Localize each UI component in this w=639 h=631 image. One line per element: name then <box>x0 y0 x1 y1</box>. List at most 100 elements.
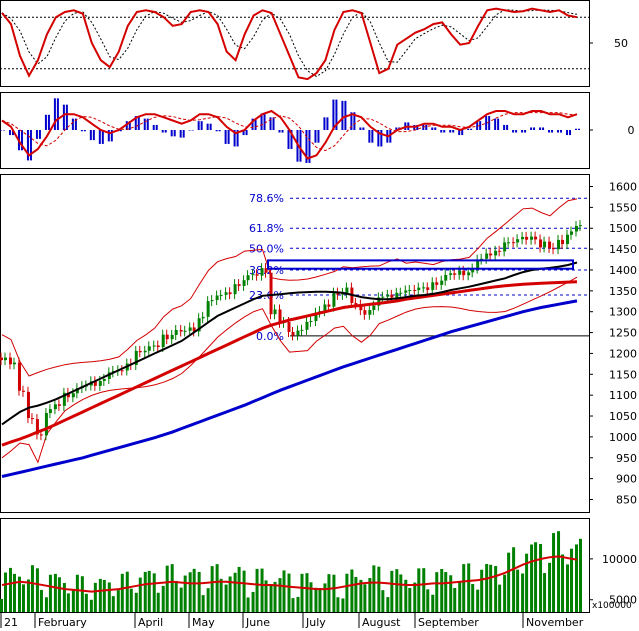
volume-bar <box>471 584 475 612</box>
candle-body <box>548 241 552 248</box>
volume-bar <box>291 598 295 612</box>
macd-histogram-bar <box>380 130 383 147</box>
volume-bar <box>161 585 165 612</box>
volume-bar <box>521 573 525 612</box>
macd-histogram-bar <box>308 130 311 163</box>
volume-bar <box>233 572 237 612</box>
candle-body <box>417 287 421 291</box>
stoch-k-line <box>1 7 578 81</box>
candle-body <box>165 334 169 340</box>
candle-body <box>458 270 462 275</box>
price-tick-label: 1150 <box>609 368 637 381</box>
macd-histogram-bar <box>26 130 29 161</box>
bollinger-upper <box>1 198 578 377</box>
volume-bar <box>242 570 246 612</box>
price-tick-label: 900 <box>616 473 637 486</box>
volume-bar <box>8 567 12 612</box>
macd-histogram-bar <box>539 127 542 130</box>
macd-histogram-bar <box>269 117 272 130</box>
candle-body <box>462 270 466 276</box>
macd-histogram-bar <box>35 130 38 139</box>
macd-histogram-bar <box>341 100 344 130</box>
macd-histogram-bar <box>524 130 527 133</box>
macd-histogram-bar <box>476 121 479 130</box>
macd-histogram-bar <box>182 130 185 138</box>
volume-bar <box>44 597 48 612</box>
macd-histogram-bar <box>440 130 443 133</box>
candle-body <box>296 330 300 336</box>
macd-histogram-bar <box>38 130 41 139</box>
candle-body <box>399 292 403 294</box>
volume-bar <box>300 573 304 612</box>
candle-body <box>503 242 507 252</box>
volume-bar <box>48 574 52 612</box>
candle-body <box>251 274 255 276</box>
macd-panel: 0 <box>0 98 635 163</box>
volume-bar <box>246 597 250 612</box>
volume-bar <box>570 548 574 612</box>
volume-bar <box>557 531 561 612</box>
candle-body <box>161 334 165 348</box>
candle-body <box>426 287 430 290</box>
candle-body <box>188 327 192 331</box>
volume-bar <box>566 564 570 612</box>
price-tick-label: 1250 <box>609 327 637 340</box>
volume-bar <box>66 593 70 612</box>
macd-histogram-bar <box>557 130 560 133</box>
volume-bar <box>327 574 331 612</box>
macd-histogram-bar <box>119 130 122 132</box>
volume-bar <box>534 542 538 612</box>
macd-line <box>1 109 578 160</box>
candle-body <box>467 272 471 276</box>
macd-histogram-bar <box>272 117 275 130</box>
macd-histogram-bar <box>578 128 580 130</box>
macd-histogram-bar <box>287 130 290 149</box>
volume-bar <box>507 552 511 612</box>
candle-body <box>21 390 25 392</box>
fib-label: 0.0% <box>256 330 284 343</box>
macd-histogram-bar <box>368 130 371 143</box>
candle-body <box>444 274 448 281</box>
candle-body <box>246 275 250 281</box>
candle-body <box>48 409 52 414</box>
candle-body <box>134 350 138 366</box>
macd-histogram-bar <box>101 130 104 144</box>
macd-histogram-bar <box>344 100 347 130</box>
candle-body <box>422 287 426 289</box>
candle-body <box>359 304 363 311</box>
macd-histogram-bar <box>470 128 473 130</box>
candle-body <box>219 294 223 296</box>
macd-histogram-bar <box>173 130 176 137</box>
macd-histogram-bar <box>362 127 365 130</box>
candle-body <box>476 259 480 269</box>
price-tick-label: 1600 <box>609 181 637 194</box>
candle-body <box>363 310 367 315</box>
candle-body <box>521 236 525 240</box>
x-axis-label: August <box>362 616 401 629</box>
candle-body <box>93 381 97 386</box>
candle-body <box>305 321 309 330</box>
candle-body <box>494 250 498 256</box>
macd-histogram-bar <box>251 118 254 130</box>
volume-bar <box>458 581 462 612</box>
fib-label: 78.6% <box>249 192 284 205</box>
candle-body <box>570 231 574 235</box>
volume-bar <box>449 575 453 612</box>
candle-body <box>269 272 273 315</box>
macd-histogram-bar <box>155 124 158 130</box>
macd-histogram-bar <box>107 130 110 142</box>
candle-body <box>557 239 561 250</box>
volume-bar <box>408 588 412 612</box>
candle-body <box>314 312 318 322</box>
volume-bar <box>107 582 111 612</box>
macd-histogram-bar <box>236 130 239 147</box>
candle-body <box>201 316 205 319</box>
macd-histogram-bar <box>89 130 92 141</box>
macd-histogram-bar <box>335 99 338 130</box>
macd-histogram-bar <box>506 124 509 130</box>
candle-body <box>516 239 520 243</box>
macd-histogram-bar <box>242 130 245 136</box>
macd-histogram-bar <box>0 130 2 131</box>
volume-bar <box>476 589 480 612</box>
volume-bar <box>512 547 516 612</box>
